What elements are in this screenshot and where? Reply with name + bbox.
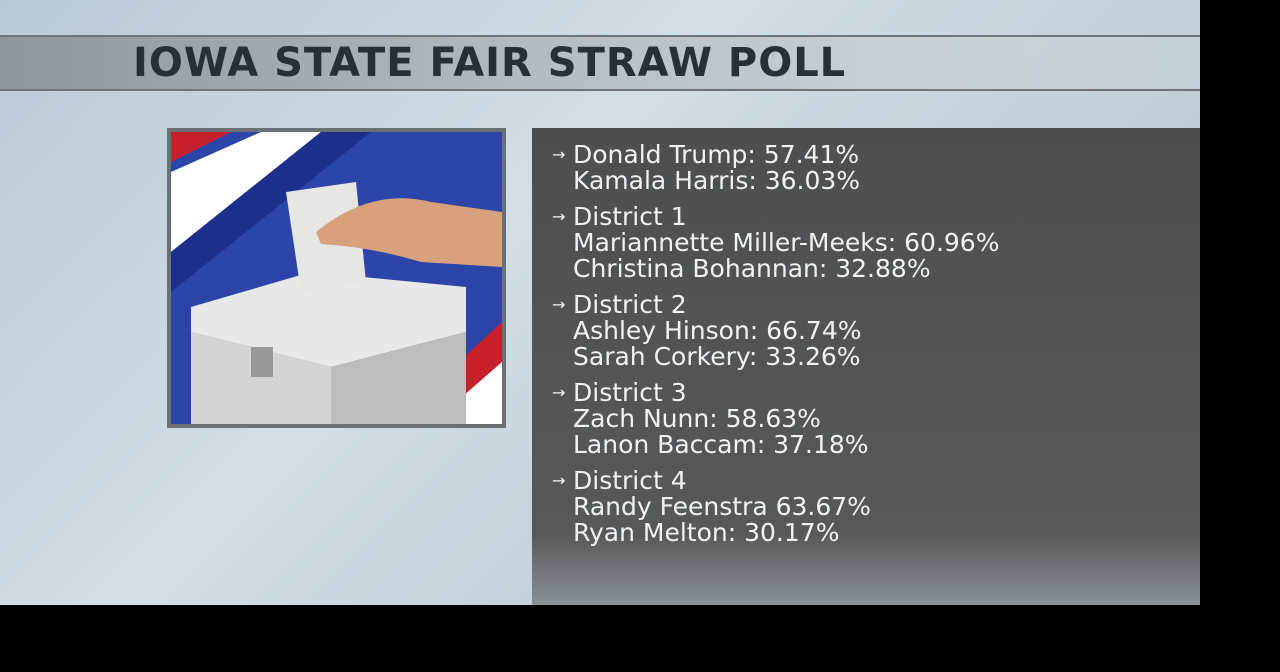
district-heading: District 2 <box>573 290 687 319</box>
result-line: Mariannette Miller-Meeks: 60.96% <box>573 228 1000 257</box>
ballot-photo <box>167 128 506 428</box>
results-panel: → Donald Trump: 57.41% Kamala Harris: 36.0… <box>532 128 1200 605</box>
result-line: Zach Nunn: 58.63% <box>573 404 821 433</box>
result-line: Christina Bohannan: 32.88% <box>573 254 931 283</box>
result-line: Kamala Harris: 36.03% <box>573 166 861 195</box>
broadcast-graphic: IOWA STATE FAIR STRAW POLL → Donald Trump… <box>0 0 1200 605</box>
bullet: → <box>552 471 566 490</box>
title: IOWA STATE FAIR STRAW POLL <box>133 40 847 86</box>
ballot-box-side <box>331 332 466 424</box>
result-line: Randy Feenstra 63.67% <box>573 492 871 521</box>
district-heading: District 3 <box>573 378 687 407</box>
district-heading: District 1 <box>573 202 687 231</box>
flag-stripe <box>171 132 231 162</box>
bullet: → <box>552 207 566 226</box>
bullet: → <box>552 145 566 164</box>
result-line: Donald Trump: 57.41% <box>573 140 860 169</box>
result-line: Sarah Corkery: 33.26% <box>573 342 861 371</box>
result-line: Ashley Hinson: 66.74% <box>573 316 862 345</box>
lock <box>251 347 273 377</box>
title-bar: IOWA STATE FAIR STRAW POLL <box>0 35 1200 91</box>
ballot-box-top <box>191 272 466 367</box>
bullet: → <box>552 383 566 402</box>
hand <box>316 198 502 267</box>
result-line: Lanon Baccam: 37.18% <box>573 430 869 459</box>
ballot-box-front <box>191 332 331 424</box>
flag-stripe <box>171 132 371 292</box>
district-heading: District 4 <box>573 466 687 495</box>
bullet: → <box>552 295 566 314</box>
result-line: Ryan Melton: 30.17% <box>573 518 840 547</box>
